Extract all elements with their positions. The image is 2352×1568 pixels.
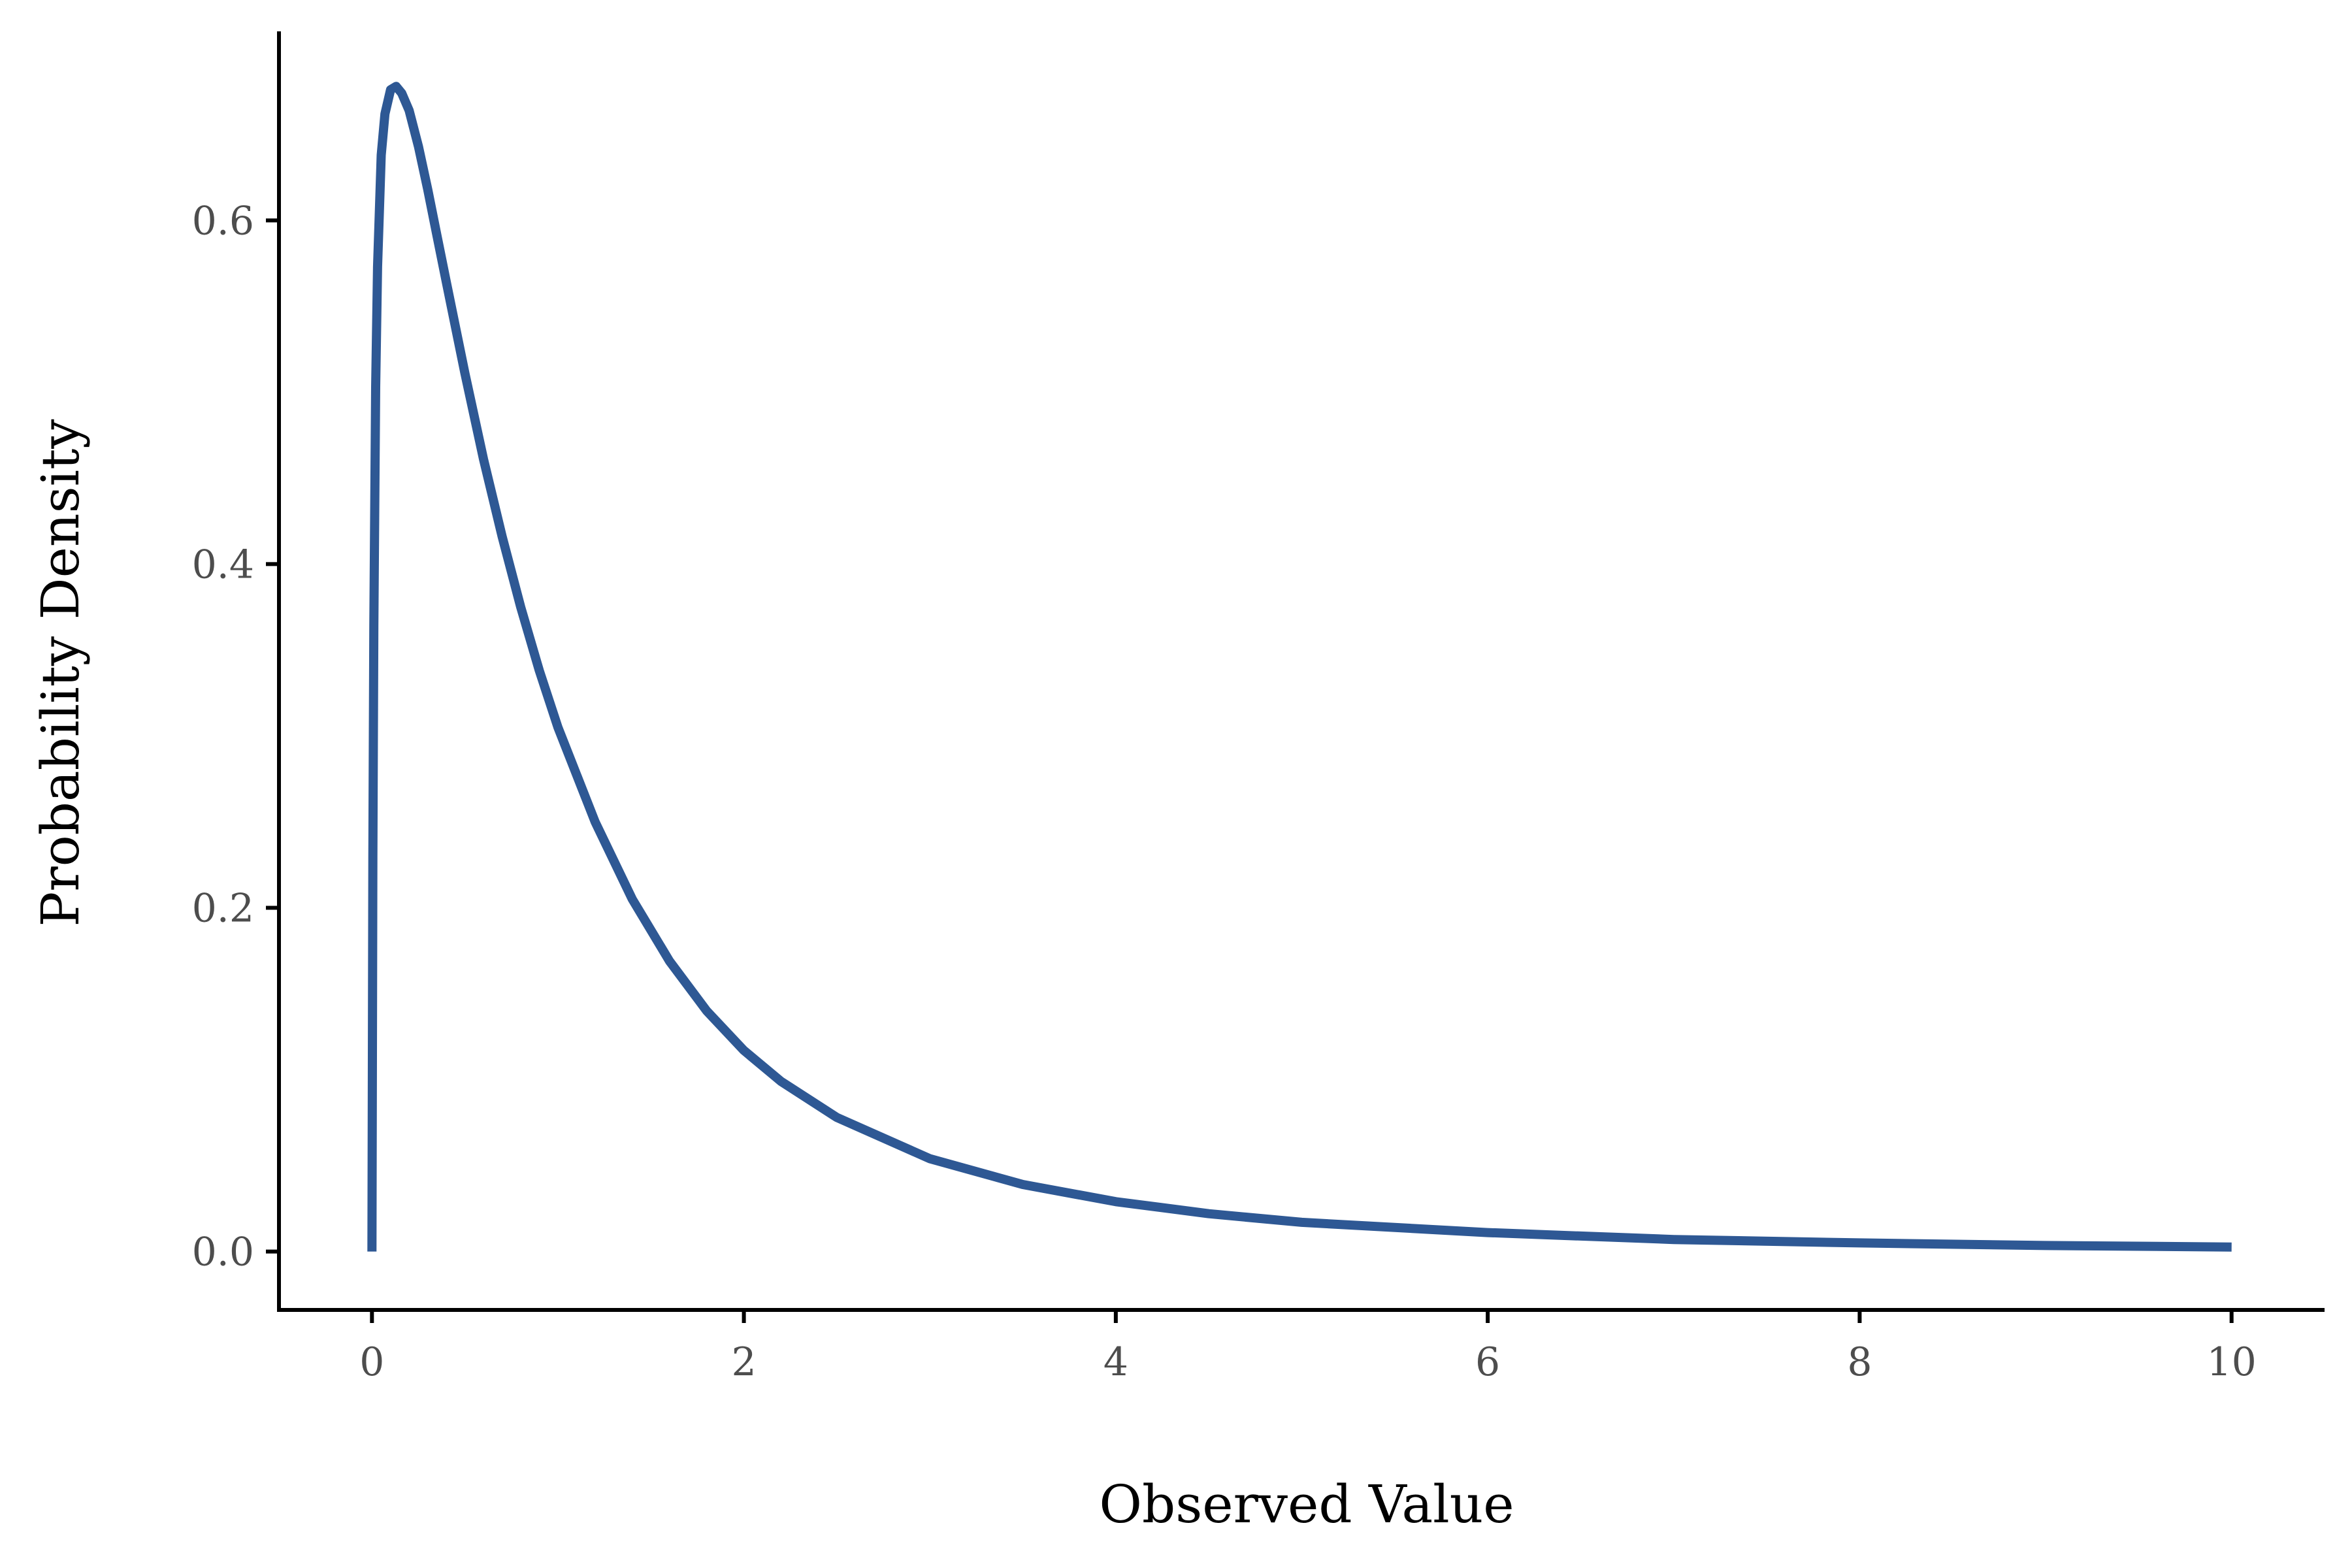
y-axis-title: Probability Density (30, 419, 91, 927)
y-tick-label: 0.6 (192, 198, 254, 244)
x-tick-label: 10 (2207, 1339, 2257, 1385)
y-tick-label: 0.4 (192, 542, 254, 587)
x-axis: 0 2 4 6 8 10 (277, 1308, 2325, 1385)
density-curve (367, 82, 2232, 1252)
x-axis-title: Observed Value (1099, 1474, 1514, 1535)
plot-area (367, 82, 2232, 1252)
x-tick-label: 8 (1847, 1339, 1872, 1385)
y-tick-label: 0.0 (192, 1230, 254, 1275)
x-tick-label: 2 (731, 1339, 756, 1385)
x-tick-label: 0 (359, 1339, 384, 1385)
y-tick-label: 0.2 (192, 885, 254, 931)
x-tick-label: 4 (1103, 1339, 1128, 1385)
y-axis: 0.0 0.2 0.4 0.6 (192, 31, 281, 1312)
x-tick-label: 6 (1475, 1339, 1500, 1385)
